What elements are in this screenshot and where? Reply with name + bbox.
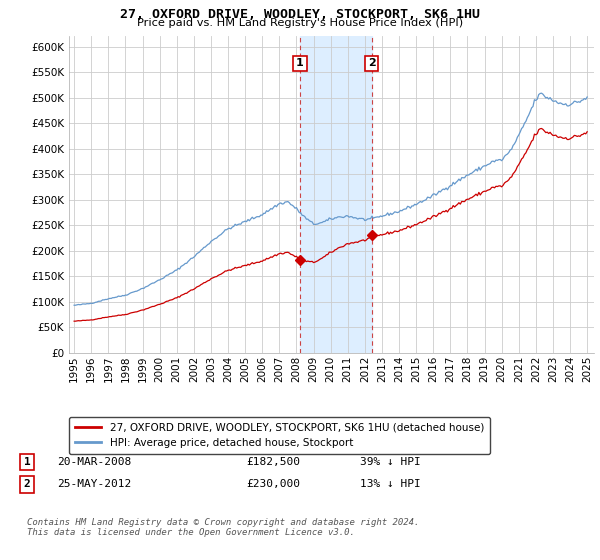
Text: 2: 2 <box>23 479 31 489</box>
Text: 25-MAY-2012: 25-MAY-2012 <box>57 479 131 489</box>
Text: Price paid vs. HM Land Registry's House Price Index (HPI): Price paid vs. HM Land Registry's House … <box>137 18 463 28</box>
Text: 39% ↓ HPI: 39% ↓ HPI <box>360 457 421 467</box>
Text: 1: 1 <box>23 457 31 467</box>
Text: Contains HM Land Registry data © Crown copyright and database right 2024.
This d: Contains HM Land Registry data © Crown c… <box>27 518 419 538</box>
Text: 13% ↓ HPI: 13% ↓ HPI <box>360 479 421 489</box>
Text: 2: 2 <box>368 58 376 68</box>
Text: £182,500: £182,500 <box>246 457 300 467</box>
Legend: 27, OXFORD DRIVE, WOODLEY, STOCKPORT, SK6 1HU (detached house), HPI: Average pri: 27, OXFORD DRIVE, WOODLEY, STOCKPORT, SK… <box>69 417 490 454</box>
Text: 1: 1 <box>296 58 304 68</box>
Bar <box>300 36 371 353</box>
Text: 27, OXFORD DRIVE, WOODLEY, STOCKPORT, SK6 1HU: 27, OXFORD DRIVE, WOODLEY, STOCKPORT, SK… <box>120 8 480 21</box>
Text: 20-MAR-2008: 20-MAR-2008 <box>57 457 131 467</box>
Text: £230,000: £230,000 <box>246 479 300 489</box>
